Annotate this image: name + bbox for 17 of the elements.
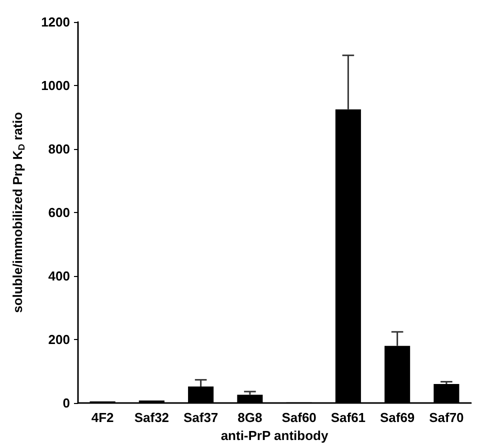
x-axis-title: anti-PrP antibody	[220, 428, 329, 443]
y-tick-label: 1200	[41, 14, 70, 30]
x-tick-label: Saf37	[183, 410, 218, 425]
y-tick-label: 1000	[41, 78, 70, 93]
y-axis-title: soluble/immobilized Prp KD ratio	[10, 112, 26, 313]
x-tick-label: Saf61	[330, 410, 366, 425]
y-tick-label: 400	[48, 268, 70, 284]
y-tick-label: 600	[48, 205, 70, 220]
x-tick-label: Saf60	[282, 410, 316, 425]
x-tick-label: Saf70	[429, 410, 464, 425]
y-tick-label: 800	[48, 142, 70, 156]
x-tick-label: Saf69	[380, 410, 415, 425]
x-tick-label: 4F2	[91, 410, 114, 425]
y-tick-label: 200	[48, 332, 70, 347]
x-tick-label: 8G8	[238, 410, 262, 425]
y-tick-label: 0	[62, 396, 70, 410]
x-tick-label: Saf32	[134, 410, 170, 425]
